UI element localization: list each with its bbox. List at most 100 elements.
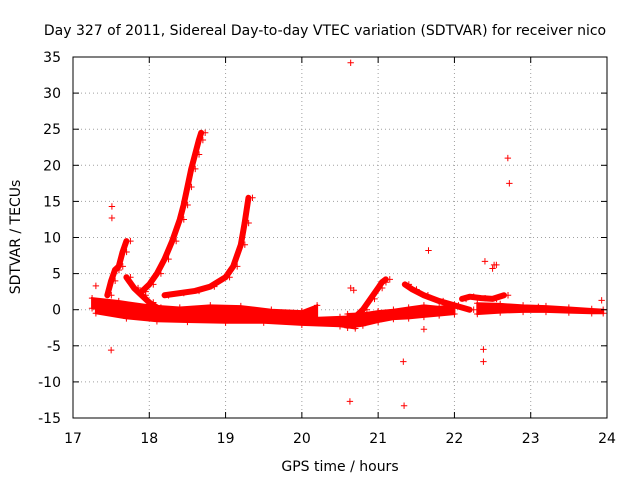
outlier-point <box>481 258 489 265</box>
outlier-point <box>480 346 487 353</box>
band-marker <box>88 305 96 312</box>
band-marker <box>542 302 550 310</box>
band-marker <box>374 318 382 326</box>
curve-marker <box>241 241 249 248</box>
curve-marker <box>386 276 393 283</box>
curve-marker <box>134 284 142 292</box>
band-marker <box>336 323 344 330</box>
band-marker <box>420 313 428 321</box>
band-marker <box>435 303 443 311</box>
band-marker <box>237 302 245 310</box>
y-tick-label: 20 <box>43 158 61 174</box>
outlier-point <box>400 358 407 365</box>
outlier-point <box>346 398 354 405</box>
x-axis-ticks: 17 18 19 20 21 22 23 24 <box>64 57 616 447</box>
series-bump-21 <box>352 276 393 321</box>
curve-marker <box>123 248 130 256</box>
x-tick-label: 22 <box>446 431 464 447</box>
curve-marker <box>493 295 500 303</box>
curve-marker <box>180 289 187 297</box>
curve-marker <box>172 310 180 318</box>
curve-marker <box>142 292 149 299</box>
series-upper-arc-1 <box>138 129 209 295</box>
outlier-point <box>506 180 513 187</box>
band-marker <box>390 315 397 323</box>
band-marker <box>474 310 481 318</box>
band-marker <box>222 319 229 326</box>
curve-marker <box>371 295 378 303</box>
band-marker <box>260 319 267 326</box>
band-marker <box>115 297 122 305</box>
curve-marker <box>382 279 390 286</box>
outlier-point <box>493 261 500 269</box>
curve-marker <box>165 255 172 263</box>
x-tick-label: 19 <box>217 431 235 447</box>
curve-marker <box>462 295 470 303</box>
outlier-point <box>347 59 354 66</box>
band-marker <box>474 300 481 307</box>
curve-marker <box>165 307 172 315</box>
curve-trace <box>352 276 389 320</box>
band-marker <box>519 302 527 309</box>
outlier-point <box>598 297 605 304</box>
curve-marker <box>150 299 157 306</box>
y-axis-ticks: -15 -10 -5 0 5 10 15 20 25 30 35 <box>38 50 607 427</box>
band-marker <box>390 306 397 313</box>
curve-marker <box>439 297 447 305</box>
curve-marker <box>195 151 203 158</box>
curve-marker <box>234 263 241 270</box>
x-tick-label: 24 <box>598 431 616 447</box>
curve-marker <box>115 266 123 274</box>
curve-marker <box>195 287 203 295</box>
band-marker <box>184 318 191 326</box>
band-marker <box>405 304 412 311</box>
y-tick-label: 15 <box>43 194 61 210</box>
curve-marker <box>226 274 233 281</box>
y-tick-label: 10 <box>43 231 61 247</box>
curve-trace <box>104 238 130 299</box>
curve-marker <box>188 183 195 191</box>
curve-marker <box>455 302 462 309</box>
curve-marker <box>413 286 420 293</box>
band-marker <box>519 308 527 316</box>
outlier-point <box>504 154 512 162</box>
band-marker <box>344 324 351 331</box>
y-tick-label: 30 <box>43 86 61 102</box>
outlier-point <box>108 214 116 222</box>
curve-marker <box>470 293 477 300</box>
x-tick-label: 23 <box>522 431 540 447</box>
curve-marker <box>172 237 180 245</box>
band-marker <box>374 307 382 315</box>
curve-marker <box>108 292 115 299</box>
band-marker <box>153 318 161 325</box>
curve-marker <box>150 281 157 288</box>
band-marker <box>222 312 229 319</box>
y-tick-label: 0 <box>52 303 61 319</box>
band-marker <box>451 310 458 318</box>
band-marker <box>565 309 573 316</box>
x-tick-label: 18 <box>140 431 158 447</box>
y-axis-label: SDTVAR / TECUs <box>8 180 24 295</box>
curve-trace <box>138 129 205 295</box>
series-upper-arc-2 <box>161 194 256 299</box>
band-marker <box>542 308 550 316</box>
curve-marker <box>192 165 199 173</box>
curve-marker <box>424 292 432 299</box>
series-rise-17.5 <box>104 237 134 299</box>
band-marker <box>88 294 96 302</box>
x-tick-label: 17 <box>64 431 82 447</box>
curve-marker <box>405 281 413 288</box>
curve-marker <box>470 306 477 313</box>
band-marker <box>599 310 607 317</box>
grid-lines <box>73 57 607 418</box>
curve-marker <box>201 129 209 137</box>
curve-marker <box>157 270 165 277</box>
curve-marker <box>127 237 134 245</box>
curve-marker <box>211 283 218 290</box>
outlier-point <box>347 284 354 292</box>
y-tick-label: -10 <box>38 375 61 391</box>
band-marker <box>420 302 428 309</box>
band-marker <box>92 300 100 308</box>
curve-trace <box>123 274 176 318</box>
series-bump-22.5 <box>459 292 512 303</box>
